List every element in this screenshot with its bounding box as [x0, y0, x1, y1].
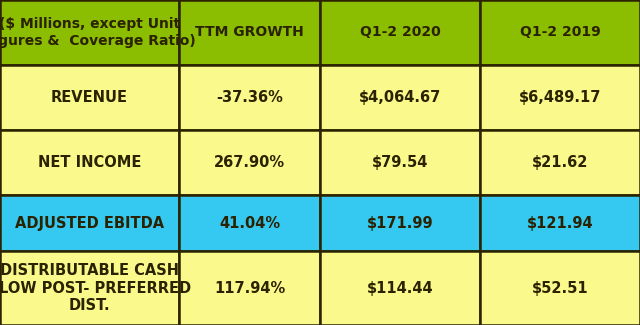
Text: ($ Millions, except Unit
Figures &  Coverage Ratio): ($ Millions, except Unit Figures & Cover…: [0, 18, 195, 47]
Bar: [0, 65, 179, 130]
Text: ADJUSTED EBITDA: ADJUSTED EBITDA: [15, 216, 164, 231]
Text: TTM GROWTH: TTM GROWTH: [195, 25, 304, 40]
Text: Q1-2 2020: Q1-2 2020: [360, 25, 440, 40]
Bar: [320, 130, 480, 195]
Bar: [0, 0, 179, 65]
Text: NET INCOME: NET INCOME: [38, 155, 141, 170]
Text: $79.54: $79.54: [372, 155, 428, 170]
Text: Q1-2 2019: Q1-2 2019: [520, 25, 600, 40]
Bar: [179, 195, 320, 251]
Text: 41.04%: 41.04%: [219, 216, 280, 231]
Text: 267.90%: 267.90%: [214, 155, 285, 170]
Bar: [320, 195, 480, 251]
Bar: [179, 65, 320, 130]
Bar: [480, 195, 640, 251]
Bar: [480, 251, 640, 325]
Bar: [179, 0, 320, 65]
Text: $4,064.67: $4,064.67: [359, 90, 441, 105]
Bar: [320, 65, 480, 130]
Text: $121.94: $121.94: [527, 216, 593, 231]
Bar: [480, 65, 640, 130]
Text: $171.99: $171.99: [367, 216, 433, 231]
Text: -37.36%: -37.36%: [216, 90, 283, 105]
Text: 117.94%: 117.94%: [214, 281, 285, 296]
Bar: [179, 130, 320, 195]
Bar: [0, 130, 179, 195]
Bar: [320, 251, 480, 325]
Bar: [179, 251, 320, 325]
Text: $6,489.17: $6,489.17: [519, 90, 601, 105]
Text: REVENUE: REVENUE: [51, 90, 128, 105]
Bar: [320, 0, 480, 65]
Bar: [480, 0, 640, 65]
Text: $52.51: $52.51: [532, 281, 588, 296]
Bar: [480, 130, 640, 195]
Bar: [0, 195, 179, 251]
Bar: [0, 251, 179, 325]
Text: $114.44: $114.44: [367, 281, 433, 296]
Text: $21.62: $21.62: [532, 155, 588, 170]
Text: DISTRIBUTABLE CASH
FLOW POST- PREFERRED
DIST.: DISTRIBUTABLE CASH FLOW POST- PREFERRED …: [0, 263, 191, 313]
